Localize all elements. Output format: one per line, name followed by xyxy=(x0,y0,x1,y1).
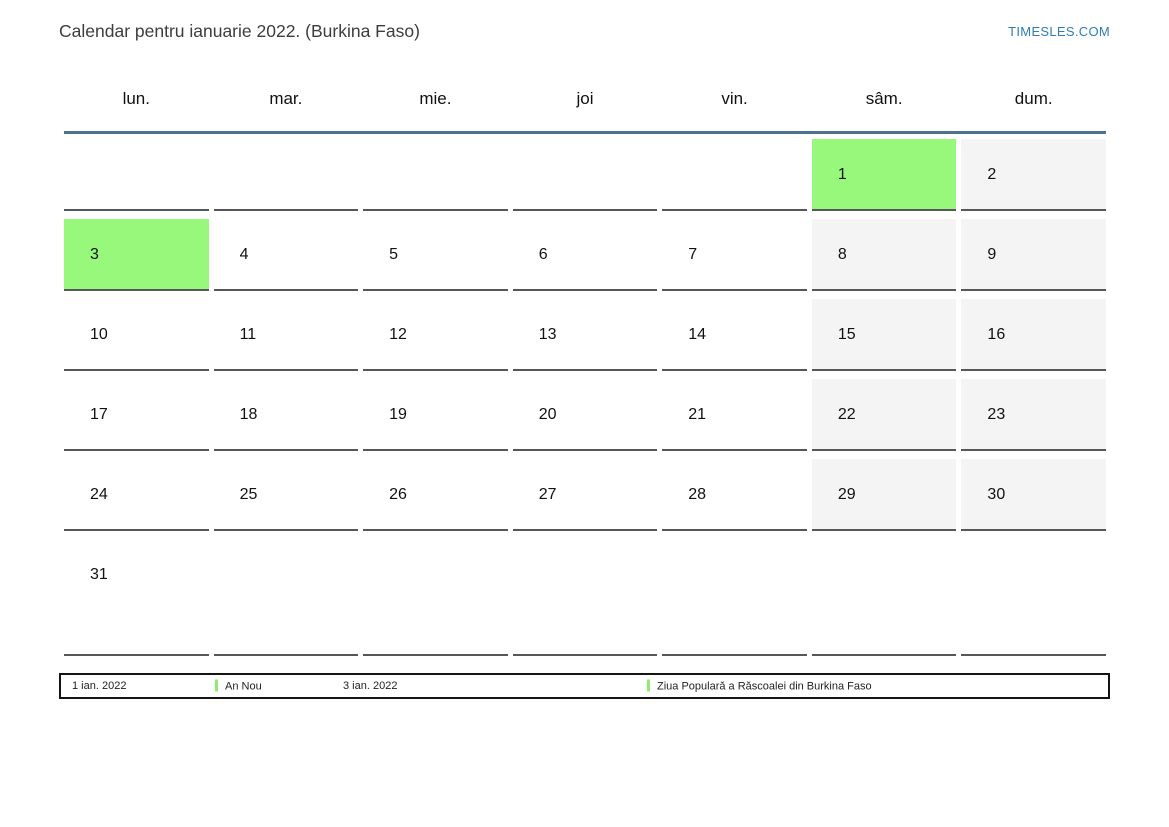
day-cell-28: 28 xyxy=(662,459,807,531)
empty-cell xyxy=(811,539,957,656)
day-cell-7: 7 xyxy=(662,219,807,291)
day-cell-25: 25 xyxy=(213,459,359,531)
day-cell-21: 21 xyxy=(662,379,807,451)
empty-cell xyxy=(363,539,508,656)
legend-box: 1 ian. 2022 An Nou 3 ian. 2022 Ziua Popu… xyxy=(59,673,1110,699)
empty-cell xyxy=(662,539,807,656)
calendar-grid: 1 2 3 4 5 6 7 8 9 10 11 12 13 14 15 16 17 18 19 20 21 22 23 24 2… xyxy=(64,139,1106,656)
calendar: lun. mar. mie. joi vin. sâm. dum. 1 2 3 4 5 6 7 8 9 10 1… xyxy=(64,76,1106,656)
day-cell-24: 24 xyxy=(64,459,209,531)
holiday-marker-icon xyxy=(647,679,650,692)
day-cell-14: 14 xyxy=(662,299,807,371)
header-divider xyxy=(64,131,1106,134)
day-cell-18: 18 xyxy=(213,379,359,451)
day-cell-27: 27 xyxy=(512,459,658,531)
day-cell-16: 16 xyxy=(961,299,1106,371)
legend-name-1: An Nou xyxy=(225,680,262,693)
day-cell-2: 2 xyxy=(961,139,1106,211)
day-cell-12: 12 xyxy=(363,299,508,371)
weekday-label: sâm. xyxy=(865,89,903,108)
day-cell-19: 19 xyxy=(363,379,508,451)
day-cell-9: 9 xyxy=(961,219,1106,291)
day-cell-8: 8 xyxy=(811,219,957,291)
day-cell-17: 17 xyxy=(64,379,209,451)
empty-cell xyxy=(213,139,359,211)
day-cell-4: 4 xyxy=(213,219,359,291)
day-cell-10: 10 xyxy=(64,299,209,371)
day-cell-1: 1 xyxy=(811,139,957,211)
day-cell-29: 29 xyxy=(811,459,957,531)
empty-cell xyxy=(64,139,209,211)
empty-cell xyxy=(363,139,508,211)
legend-name-2: Ziua Populară a Răscoalei din Burkina Fa… xyxy=(657,680,872,693)
weekday-label: lun. xyxy=(122,89,150,108)
weekday-label: joi xyxy=(576,89,594,108)
day-cell-23: 23 xyxy=(961,379,1106,451)
empty-cell xyxy=(512,139,658,211)
legend-entry-1: An Nou xyxy=(215,679,262,693)
day-cell-6: 6 xyxy=(512,219,658,291)
day-cell-15: 15 xyxy=(811,299,957,371)
empty-cell xyxy=(662,139,807,211)
holiday-marker-icon xyxy=(215,679,218,692)
legend-entry-2: Ziua Populară a Răscoalei din Burkina Fa… xyxy=(647,679,872,693)
empty-cell xyxy=(961,539,1106,656)
day-cell-13: 13 xyxy=(512,299,658,371)
day-cell-11: 11 xyxy=(213,299,359,371)
empty-cell xyxy=(213,539,359,656)
site-link[interactable]: TIMESLES.COM xyxy=(1008,24,1110,39)
day-cell-20: 20 xyxy=(512,379,658,451)
weekday-label: dum. xyxy=(1014,89,1053,108)
weekday-label: mie. xyxy=(419,89,452,108)
page-title: Calendar pentru ianuarie 2022. (Burkina … xyxy=(59,21,420,41)
day-cell-3: 3 xyxy=(64,219,209,291)
weekday-label: vin. xyxy=(721,89,748,108)
day-cell-26: 26 xyxy=(363,459,508,531)
weekday-row: lun. mar. mie. joi vin. sâm. dum. xyxy=(64,76,1106,122)
empty-cell xyxy=(512,539,658,656)
day-cell-31: 31 xyxy=(64,539,209,656)
day-cell-30: 30 xyxy=(961,459,1106,531)
day-cell-22: 22 xyxy=(811,379,957,451)
day-cell-5: 5 xyxy=(363,219,508,291)
legend-date-2: 3 ian. 2022 xyxy=(343,680,398,692)
weekday-label: mar. xyxy=(269,89,303,108)
legend-date-1: 1 ian. 2022 xyxy=(72,680,127,692)
